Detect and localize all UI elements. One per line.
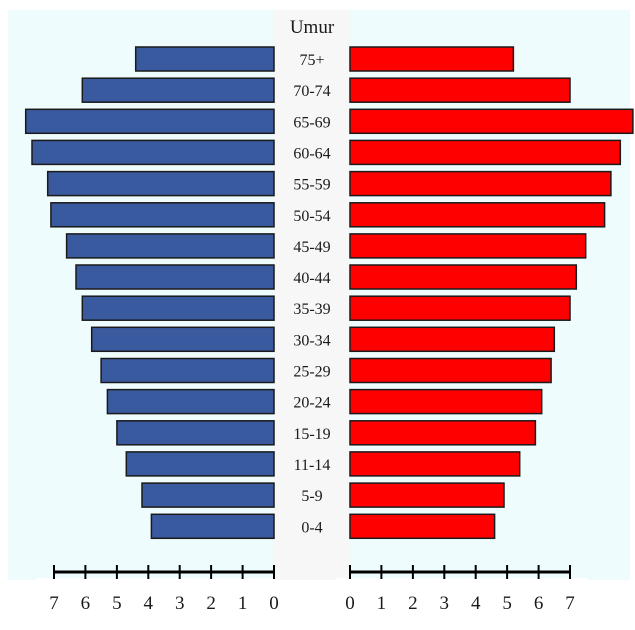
- left-tick-label-1: 1: [238, 593, 248, 614]
- right-bar-11-14: [349, 451, 521, 477]
- age-label-65-69: 65-69: [293, 114, 330, 131]
- age-label-column: [274, 10, 350, 580]
- right-bar-30-34: [349, 326, 556, 353]
- age-label-35-39: 35-39: [293, 301, 330, 318]
- right-bar-65-69: [349, 108, 634, 135]
- left-bar-60-64: [31, 139, 275, 166]
- right-tick-label-7: 7: [565, 593, 575, 614]
- age-label-20-24: 20-24: [293, 395, 330, 412]
- left-bars-group: [24, 46, 275, 540]
- left-bar-0-4: [150, 513, 275, 540]
- left-bar-50-54: [50, 202, 275, 228]
- left-tick-label-5: 5: [112, 593, 122, 614]
- age-label-55-59: 55-59: [293, 177, 330, 194]
- right-tick-label-5: 5: [502, 593, 512, 614]
- left-bar-55-59: [46, 170, 275, 197]
- age-label-15-19: 15-19: [293, 426, 330, 443]
- age-label-60-64: 60-64: [293, 145, 330, 162]
- left-tick-label-7: 7: [49, 593, 59, 614]
- right-tick-label-3: 3: [440, 593, 450, 614]
- right-bar-50-54: [349, 202, 606, 228]
- right-tick-label-2: 2: [408, 593, 418, 614]
- left-bar-20-24: [106, 388, 275, 415]
- age-labels-group: 0-4 5-9 11-14 15-19 20-24 25-29 30-34 35-39 40-4…: [293, 52, 330, 536]
- chart-title: Umur: [290, 17, 335, 38]
- age-label-40-44: 40-44: [293, 270, 330, 287]
- age-label-0-4: 0-4: [301, 519, 322, 536]
- left-bar-11-14: [125, 451, 275, 477]
- right-bar-20-24: [349, 388, 543, 415]
- right-bar-70-74: [349, 77, 571, 103]
- age-label-30-34: 30-34: [293, 332, 330, 349]
- left-bar-65-69: [24, 108, 275, 135]
- right-bar-5-9: [349, 482, 505, 508]
- left-bar-45-49: [65, 233, 275, 259]
- right-bar-45-49: [349, 233, 587, 259]
- right-bar-75+: [349, 46, 515, 72]
- left-bar-75+: [134, 46, 275, 72]
- age-label-50-54: 50-54: [293, 208, 330, 225]
- left-bar-30-34: [90, 326, 275, 353]
- left-bar-25-29: [100, 357, 275, 384]
- age-label-5-9: 5-9: [301, 488, 322, 505]
- age-label-11-14: 11-14: [294, 457, 331, 474]
- left-bar-35-39: [81, 295, 275, 321]
- left-tick-label-0: 0: [269, 593, 279, 614]
- right-bar-60-64: [349, 139, 622, 166]
- age-label-25-29: 25-29: [293, 364, 330, 381]
- right-bar-25-29: [349, 357, 552, 384]
- right-tick-label-1: 1: [377, 593, 387, 614]
- left-axis-label-area: [36, 578, 274, 626]
- left-tick-label-3: 3: [175, 593, 185, 614]
- right-tick-label-6: 6: [534, 593, 544, 614]
- age-label-70-74: 70-74: [293, 83, 330, 100]
- left-bar-15-19: [116, 420, 275, 446]
- right-bar-0-4: [349, 513, 496, 540]
- age-label-45-49: 45-49: [293, 239, 330, 256]
- right-bars-group: [349, 46, 634, 540]
- left-bar-70-74: [81, 77, 275, 103]
- right-axis-label-area: [336, 578, 588, 626]
- right-tick-label-0: 0: [345, 593, 355, 614]
- left-tick-label-6: 6: [81, 593, 91, 614]
- right-tick-label-4: 4: [471, 593, 481, 614]
- right-bar-40-44: [349, 264, 578, 290]
- left-bar-40-44: [75, 264, 275, 290]
- right-bar-35-39: [349, 295, 571, 321]
- left-tick-label-2: 2: [206, 593, 216, 614]
- left-tick-label-4: 4: [144, 593, 154, 614]
- age-label-75+: 75+: [299, 52, 324, 69]
- right-bar-15-19: [349, 420, 537, 446]
- right-bar-55-59: [349, 170, 612, 197]
- left-bar-5-9: [141, 482, 275, 508]
